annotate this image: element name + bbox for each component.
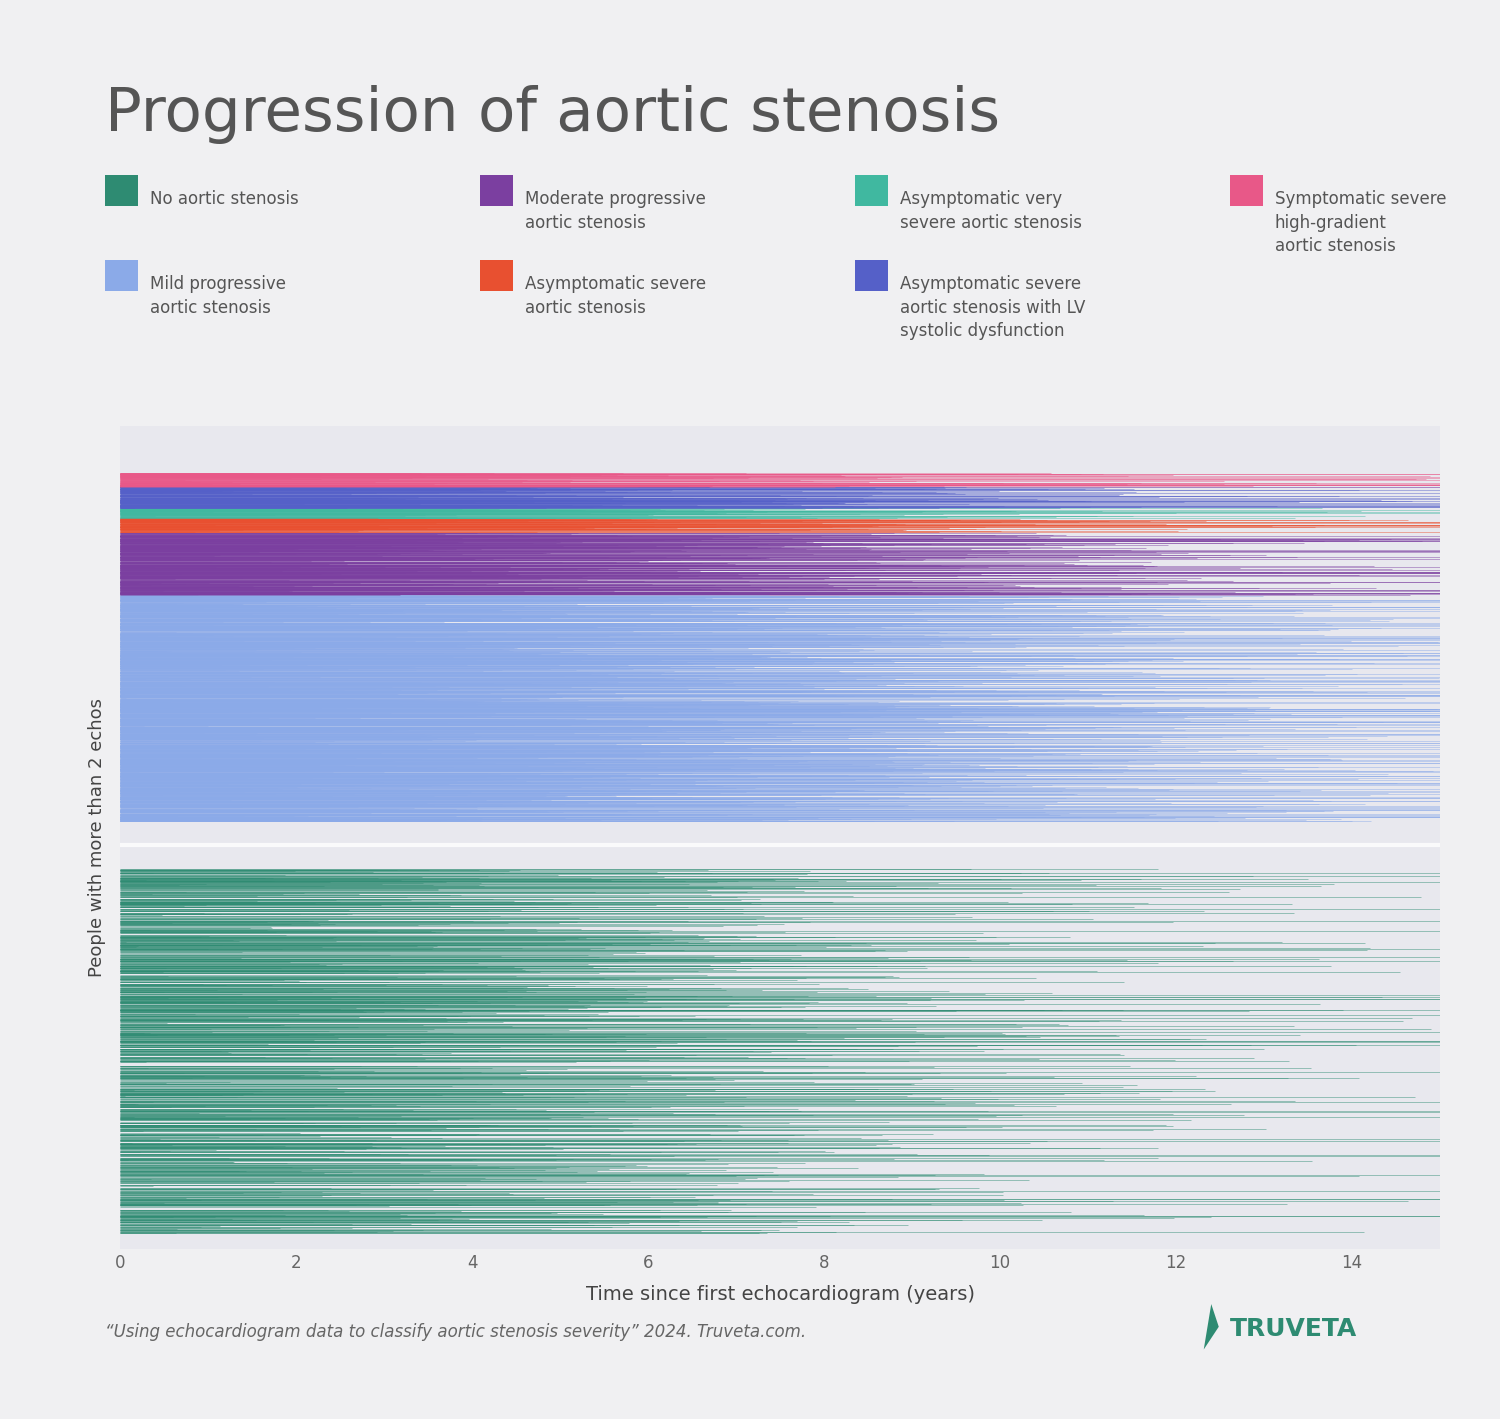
Text: Asymptomatic severe
aortic stenosis with LV
systolic dysfunction: Asymptomatic severe aortic stenosis with…: [900, 275, 1086, 341]
Text: “Using echocardiogram data to classify aortic stenosis severity” 2024. Truveta.c: “Using echocardiogram data to classify a…: [105, 1323, 806, 1341]
Text: No aortic stenosis: No aortic stenosis: [150, 190, 298, 209]
Polygon shape: [1203, 1304, 1218, 1349]
Text: Asymptomatic severe
aortic stenosis: Asymptomatic severe aortic stenosis: [525, 275, 706, 316]
Text: TRUVETA: TRUVETA: [1230, 1317, 1358, 1341]
Text: Progression of aortic stenosis: Progression of aortic stenosis: [105, 85, 1000, 145]
Text: Moderate progressive
aortic stenosis: Moderate progressive aortic stenosis: [525, 190, 706, 231]
Y-axis label: People with more than 2 echos: People with more than 2 echos: [88, 698, 106, 976]
Text: Mild progressive
aortic stenosis: Mild progressive aortic stenosis: [150, 275, 286, 316]
Text: Asymptomatic very
severe aortic stenosis: Asymptomatic very severe aortic stenosis: [900, 190, 1082, 231]
X-axis label: Time since first echocardiogram (years): Time since first echocardiogram (years): [585, 1286, 975, 1304]
Text: Symptomatic severe
high-gradient
aortic stenosis: Symptomatic severe high-gradient aortic …: [1275, 190, 1446, 255]
